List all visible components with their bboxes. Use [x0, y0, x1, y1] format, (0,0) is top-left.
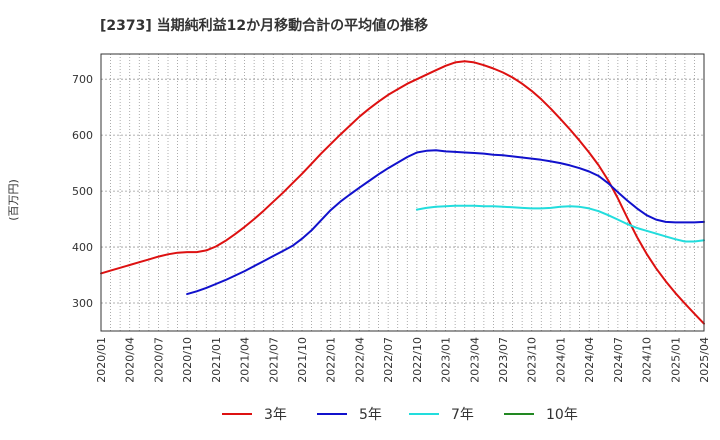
x-tick-label: 2023/10: [526, 337, 539, 383]
plot-frame: [100, 53, 705, 332]
x-tick-label: 2021/10: [296, 337, 309, 383]
plot-area: [100, 53, 705, 332]
chart-title: [2373] 当期純利益12か月移動合計の平均値の推移: [100, 17, 428, 34]
y-tick-label: 400: [72, 241, 93, 254]
x-tick-label: 2021/04: [239, 337, 252, 383]
legend-label: 3年: [264, 407, 287, 423]
x-tick-label: 2024/01: [554, 337, 567, 383]
x-tick-label: 2022/04: [353, 337, 366, 383]
x-tick-label: 2022/01: [325, 337, 338, 383]
x-tick-label: 2023/01: [440, 337, 453, 383]
legend-label: 5年: [359, 407, 382, 423]
x-tick-label: 2020/01: [95, 337, 108, 383]
x-tick-label: 2023/04: [468, 337, 481, 383]
x-tick-label: 2024/10: [641, 337, 654, 383]
y-axis-label: (百万円): [7, 179, 20, 221]
x-tick-label: 2023/07: [497, 337, 510, 383]
x-tick-label: 2021/01: [210, 337, 223, 383]
series-line: [415, 204, 705, 243]
y-tick-label: 700: [72, 73, 93, 86]
series-lines: [100, 60, 705, 325]
series-line: [100, 60, 705, 325]
x-tick-label: 2020/10: [181, 337, 194, 383]
x-tick-label: 2025/04: [698, 337, 711, 383]
x-tick-label: 2024/04: [583, 337, 596, 383]
x-tick-label: 2020/04: [124, 337, 137, 383]
x-tick-label: 2025/01: [669, 337, 682, 383]
x-tick-label: 2022/07: [382, 337, 395, 383]
grid: [101, 54, 704, 331]
x-tick-label: 2022/10: [411, 337, 424, 383]
x-tick-label: 2020/07: [152, 337, 165, 383]
y-tick-label: 600: [72, 129, 93, 142]
legend-label: 7年: [451, 407, 474, 423]
x-tick-label: 2021/07: [267, 337, 280, 383]
series-line: [186, 149, 705, 296]
x-axis-ticks: 2020/01 2020/04 2020/07 2020/10 2021/01 2021/…: [95, 337, 711, 383]
y-tick-label: 300: [72, 297, 93, 310]
x-tick-label: 2024/07: [612, 337, 625, 383]
legend-label: 10年: [546, 407, 578, 423]
y-axis-ticks: 300 400 500 600 700: [72, 73, 93, 310]
legend: 3年 5年 7年 10年: [222, 407, 578, 423]
y-tick-label: 500: [72, 185, 93, 198]
